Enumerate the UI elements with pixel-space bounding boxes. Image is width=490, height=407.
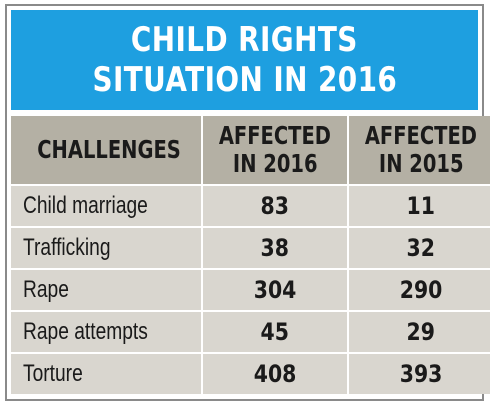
cell-affected-2016: 408 — [201, 352, 347, 394]
challenge-label: Trafficking — [23, 234, 111, 261]
cell-affected-2015: 11 — [346, 184, 490, 226]
column-header-affected-2015: AFFECTED IN 2015 — [346, 116, 490, 184]
cell-affected-2015: 290 — [346, 268, 490, 310]
cell-affected-2016: 83 — [201, 184, 347, 226]
column-header-2015-line-2: IN 2015 — [378, 149, 464, 178]
cell-challenge: Rape attempts — [11, 310, 202, 352]
data-table: CHALLENGES AFFECTED IN 2016 AFFECTED IN … — [11, 116, 490, 394]
cell-affected-2015: 32 — [346, 226, 490, 268]
challenge-label: Child marriage — [23, 192, 148, 219]
cell-affected-2015: 393 — [346, 352, 490, 394]
table-row: Rape attempts 45 29 — [11, 310, 490, 352]
value-2016: 38 — [260, 234, 290, 262]
column-header-2016-line-2: IN 2016 — [232, 149, 318, 178]
challenge-label: Torture — [23, 360, 83, 387]
challenge-label: Rape — [23, 276, 69, 303]
challenge-label: Rape attempts — [23, 318, 148, 345]
column-header-2015-line-1: AFFECTED — [364, 121, 477, 150]
cell-affected-2016: 45 — [201, 310, 347, 352]
column-header-affected-2016: AFFECTED IN 2016 — [201, 116, 347, 184]
table-row: Trafficking 38 32 — [11, 226, 490, 268]
title-line-2: SITUATION IN 2016 — [92, 60, 397, 100]
cell-affected-2016: 304 — [201, 268, 347, 310]
value-2015: 29 — [406, 318, 436, 346]
title-line-1: CHILD RIGHTS — [131, 20, 358, 60]
column-header-2016-line-1: AFFECTED — [218, 121, 332, 150]
header-row: CHALLENGES AFFECTED IN 2016 AFFECTED IN … — [11, 116, 490, 184]
column-header-challenges: CHALLENGES — [11, 116, 202, 184]
value-2015: 393 — [399, 360, 443, 388]
value-2016: 45 — [260, 318, 290, 346]
table-row: Rape 304 290 — [11, 268, 490, 310]
value-2016: 83 — [260, 192, 290, 220]
table-row: Child marriage 83 11 — [11, 184, 490, 226]
cell-challenge: Torture — [11, 352, 202, 394]
value-2016: 304 — [253, 276, 297, 304]
cell-challenge: Trafficking — [11, 226, 202, 268]
infographic: CHILD RIGHTS SITUATION IN 2016 CHALLENGE… — [5, 4, 490, 401]
cell-affected-2016: 38 — [201, 226, 347, 268]
table-row: Torture 408 393 — [11, 352, 490, 394]
value-2015: 32 — [406, 234, 436, 262]
cell-affected-2015: 29 — [346, 310, 490, 352]
cell-challenge: Rape — [11, 268, 202, 310]
value-2016: 408 — [253, 360, 297, 388]
value-2015: 11 — [406, 192, 436, 220]
value-2015: 290 — [399, 276, 443, 304]
column-header-challenges-text: CHALLENGES — [37, 135, 181, 164]
title-bar: CHILD RIGHTS SITUATION IN 2016 — [11, 10, 478, 110]
cell-challenge: Child marriage — [11, 184, 202, 226]
